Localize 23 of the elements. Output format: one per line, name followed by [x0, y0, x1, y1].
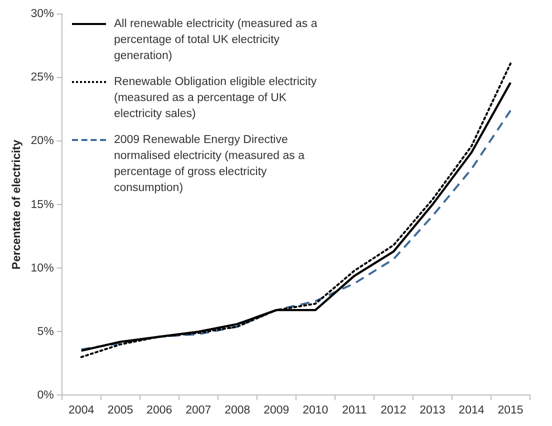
- x-tick-label: 2013: [420, 404, 446, 416]
- y-tick-label: 20%: [30, 135, 54, 148]
- x-tick-label: 2006: [146, 404, 172, 416]
- y-tick-label: 30%: [30, 8, 54, 20]
- x-tick-label: 2014: [458, 404, 485, 416]
- x-tick-label: 2015: [498, 404, 524, 416]
- y-tick-label: 15%: [30, 198, 54, 211]
- y-tick-label: 25%: [30, 72, 54, 84]
- x-tick-label: 2012: [380, 404, 406, 416]
- x-tick-label: 2008: [224, 404, 250, 416]
- legend-label: 2009 Renewable Energy Directive normalised electricity (measured as a percentage of gross electricity consumption): [114, 133, 306, 196]
- y-tick-label: 5%: [37, 326, 54, 338]
- legend-label: All renewable electricity (measured as a percentage of total UK electricity generation): [114, 17, 318, 64]
- y-axis-title: Percentate of electricity: [11, 139, 24, 270]
- x-tick-label: 2005: [108, 404, 134, 416]
- x-tick-label: 2004: [68, 404, 95, 416]
- x-tick-label: 2010: [302, 404, 328, 416]
- x-tick-label: 2011: [342, 404, 367, 416]
- x-tick-label: 2009: [264, 404, 290, 416]
- y-tick-label: 0%: [37, 389, 54, 402]
- legend-label: Renewable Obligation eligible electricity (measured as a percentage of UK electricity sales): [114, 75, 318, 122]
- x-tick-label: 2007: [186, 404, 212, 416]
- y-tick-label: 10%: [30, 262, 54, 274]
